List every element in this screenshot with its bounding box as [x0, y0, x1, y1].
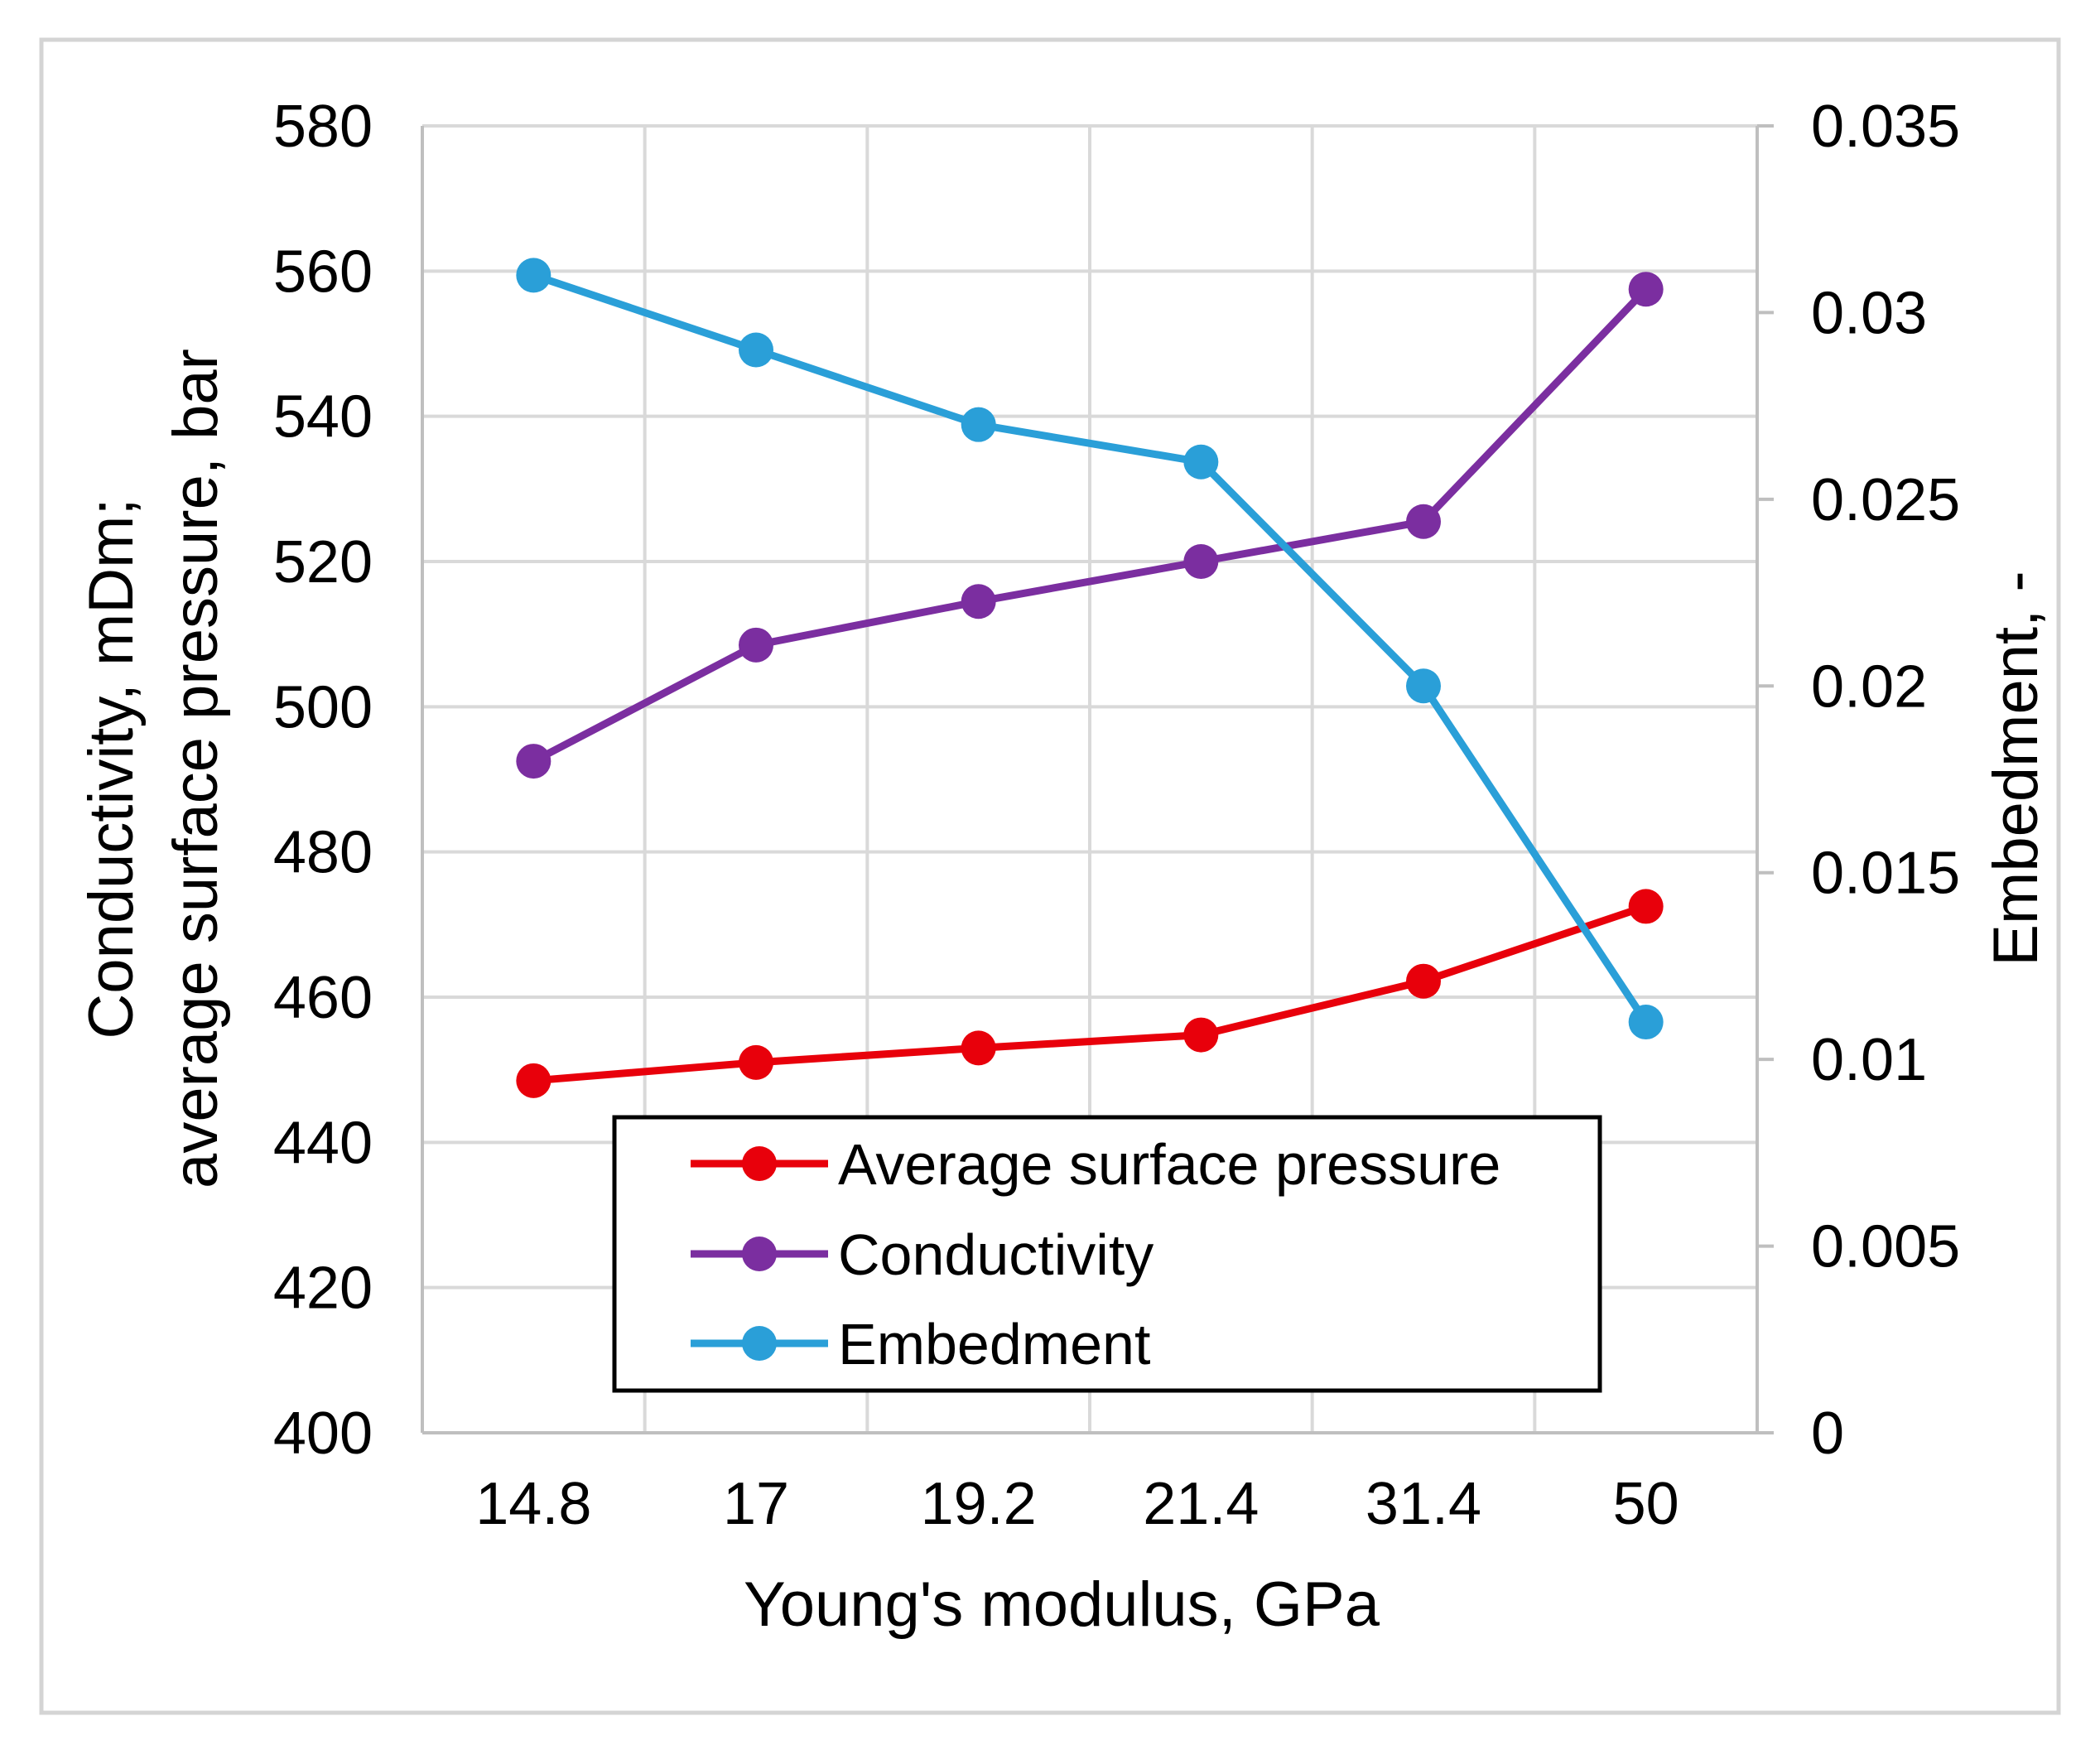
data-point-embedment — [516, 258, 551, 293]
y-axis-title-line2: average surface pressure, bar — [161, 349, 231, 1188]
series-average-surface-pressure — [516, 889, 1664, 1098]
y2-tick-label: 0.01 — [1811, 1027, 1927, 1093]
y2-tick-label: 0.005 — [1811, 1214, 1960, 1280]
data-point-average-surface-pressure — [516, 1063, 551, 1098]
data-point-average-surface-pressure — [961, 1030, 996, 1066]
y-axis-title-line1: Conductivity, mDm; — [76, 498, 147, 1039]
y2-tick-label: 0.015 — [1811, 841, 1960, 907]
y-tick-label: 520 — [273, 529, 373, 595]
y2-tick-label: 0.02 — [1811, 653, 1927, 720]
legend-label-conductivity: Conductivity — [838, 1222, 1154, 1287]
y2-tick-label: 0.035 — [1811, 94, 1960, 160]
data-point-average-surface-pressure — [1406, 963, 1441, 999]
x-tick-label: 31.4 — [1365, 1471, 1481, 1537]
series-line-embedment — [532, 272, 1650, 1024]
y-tick-label: 500 — [273, 674, 373, 740]
y2-tick-label: 0 — [1811, 1400, 1844, 1467]
data-point-conductivity — [739, 627, 773, 663]
y2-tick-label: 0.03 — [1811, 280, 1927, 346]
legend: Average surface pressure Conductivity Em… — [612, 1115, 1602, 1393]
y2-axis-title: Embedment, - — [1981, 571, 2051, 966]
data-point-embedment — [1406, 668, 1441, 704]
y-tick-label: 400 — [273, 1400, 373, 1467]
data-point-embedment — [961, 407, 996, 442]
legend-marker-embedment — [742, 1326, 777, 1361]
data-point-embedment — [1628, 1005, 1664, 1040]
y-tick-label: 480 — [273, 820, 373, 886]
x-axis-title: Young's modulus, GPa — [744, 1569, 1380, 1640]
y-tick-label: 560 — [273, 239, 373, 305]
data-point-conductivity — [1406, 504, 1441, 539]
x-tick-label: 50 — [1613, 1471, 1679, 1537]
data-point-conductivity — [961, 584, 996, 619]
series-conductivity — [516, 272, 1664, 779]
data-point-average-surface-pressure — [1183, 1017, 1219, 1053]
y-tick-label: 460 — [273, 965, 373, 1031]
y-tick-label: 420 — [273, 1256, 373, 1322]
x-tick-label: 17 — [723, 1471, 789, 1537]
data-point-conductivity — [1628, 272, 1664, 307]
legend-marker-conductivity — [742, 1237, 777, 1271]
y-tick-label: 440 — [273, 1110, 373, 1176]
x-tick-label: 21.4 — [1143, 1471, 1259, 1537]
data-point-conductivity — [1183, 544, 1219, 579]
series-line-average-surface-pressure — [532, 903, 1648, 1085]
data-point-embedment — [739, 332, 773, 368]
legend-marker-pressure — [742, 1146, 777, 1181]
x-tick-label: 14.8 — [475, 1471, 591, 1537]
data-point-embedment — [1183, 444, 1219, 480]
series-line-conductivity — [532, 287, 1649, 765]
y-tick-label: 540 — [273, 384, 373, 451]
series-layer — [516, 258, 1664, 1098]
legend-label-pressure: Average surface pressure — [838, 1132, 1500, 1197]
data-point-conductivity — [516, 744, 551, 779]
y2-tick-label: 0.025 — [1811, 467, 1960, 533]
legend-label-embedment: Embedment — [838, 1312, 1150, 1376]
axes: 400 420 440 460 480 500 520 540 560 580 0 0.005 0.01… — [273, 94, 1960, 1537]
data-point-average-surface-pressure — [1628, 889, 1664, 924]
series-embedment — [516, 258, 1664, 1040]
data-point-average-surface-pressure — [739, 1044, 773, 1080]
y-tick-label: 580 — [273, 94, 373, 160]
x-tick-label: 19.2 — [921, 1471, 1037, 1537]
